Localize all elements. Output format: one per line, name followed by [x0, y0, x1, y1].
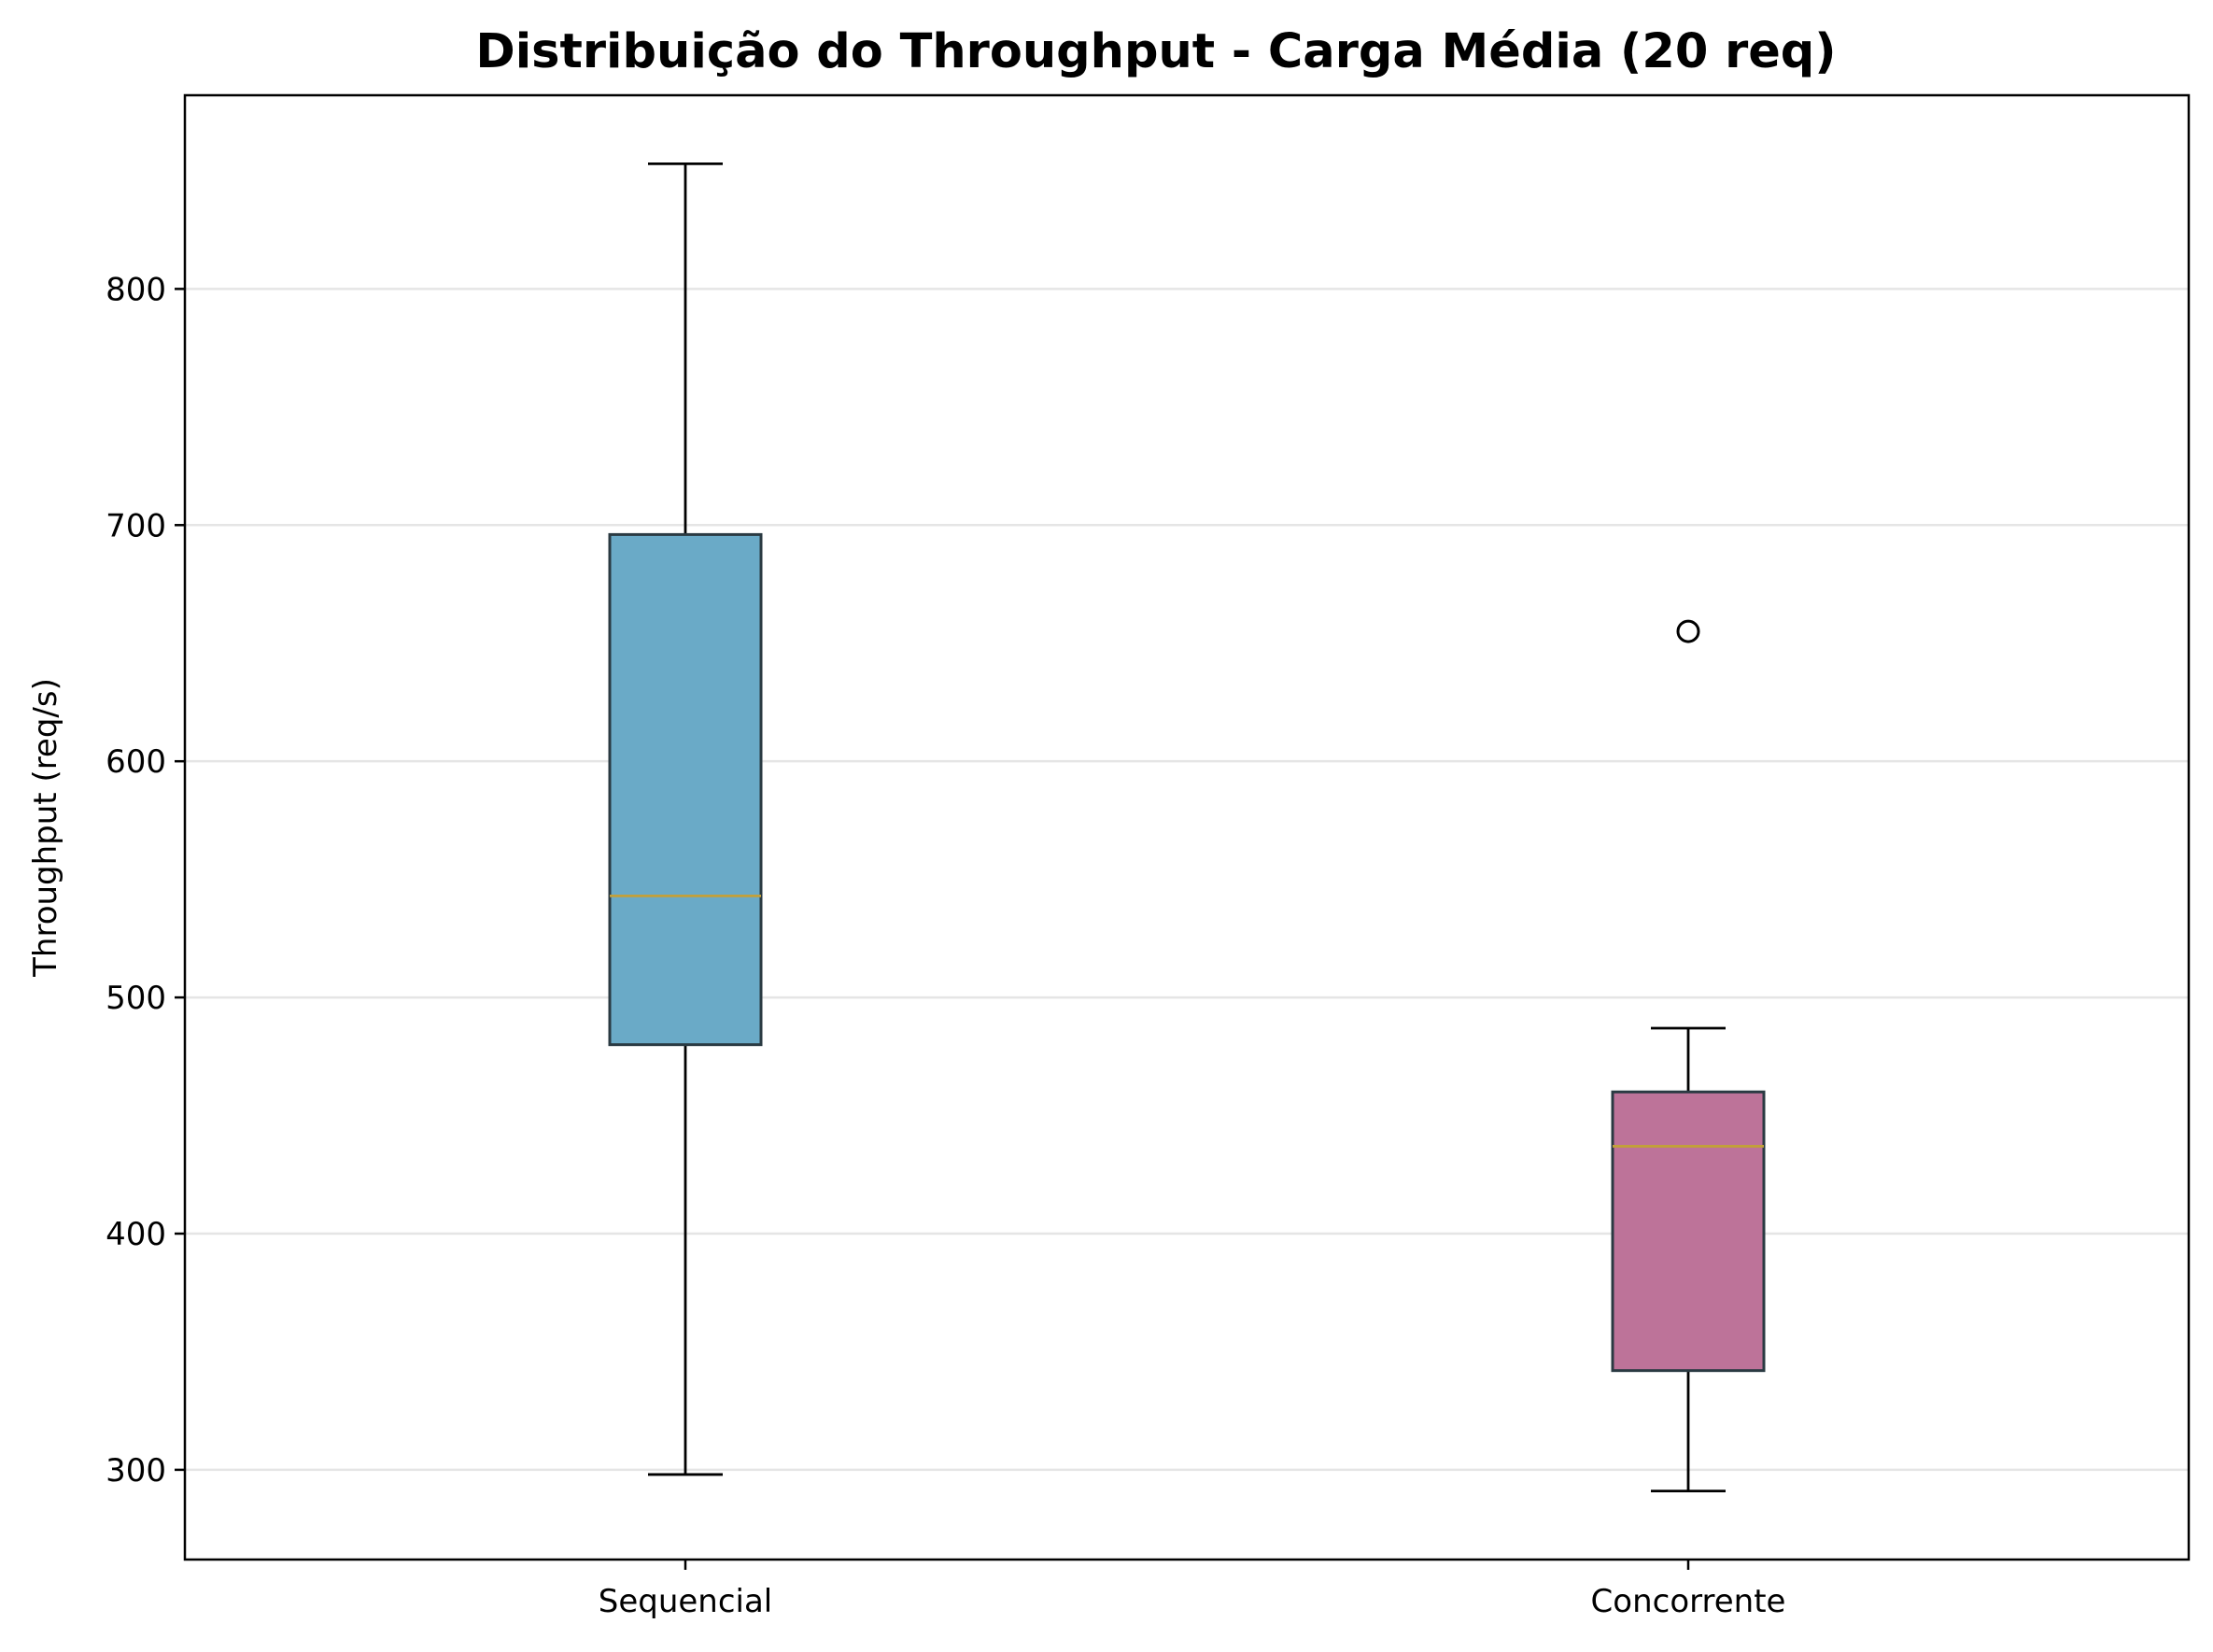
- grid-lines: [185, 288, 2189, 1472]
- plot-area-frame: [183, 93, 2191, 1561]
- outlier-point: [1676, 619, 1700, 643]
- chart-title: Distribuição do Throughput - Carga Média…: [475, 24, 1836, 79]
- x-tick-label: Sequencial: [599, 1583, 773, 1620]
- y-axis-label: Throughput (req/s): [27, 678, 64, 978]
- y-tick-label: 600: [106, 743, 166, 781]
- y-tick-label: 400: [106, 1216, 166, 1253]
- y-tick-label: 700: [106, 507, 166, 544]
- box-iqr: [1611, 1090, 1766, 1373]
- boxes: [608, 162, 1766, 1493]
- axis-ticks: 300 400 500 600 700 800 Sequencial Concorrente: [106, 271, 1785, 1620]
- y-tick-label: 500: [106, 980, 166, 1017]
- box-iqr: [608, 532, 763, 1047]
- y-tick-label: 300: [106, 1452, 166, 1490]
- y-tick-label: 800: [106, 271, 166, 308]
- x-tick-label: Concorrente: [1591, 1583, 1786, 1620]
